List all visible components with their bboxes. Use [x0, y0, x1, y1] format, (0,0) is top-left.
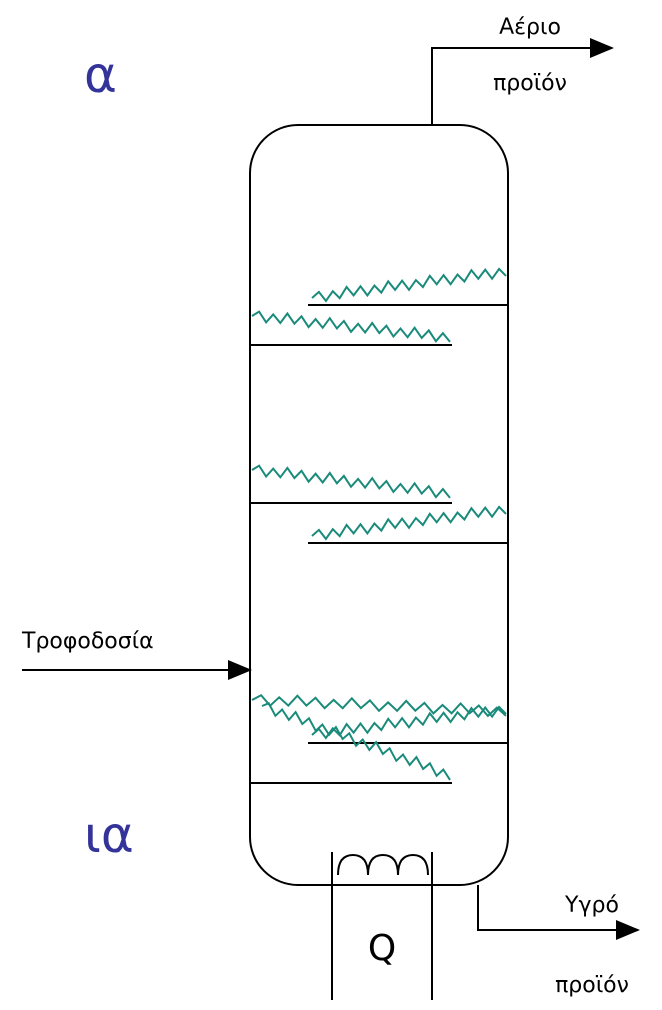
- wave: [261, 702, 451, 781]
- wave: [311, 505, 507, 541]
- gas-outlet: [431, 38, 614, 125]
- liquid-label: Υγρό: [564, 893, 619, 918]
- wave: [251, 464, 451, 499]
- heat-label: Q: [368, 928, 396, 969]
- wave: [251, 310, 451, 343]
- gas-label: προϊόν: [493, 71, 567, 96]
- trays: [250, 304, 508, 784]
- side-text: α: [84, 46, 117, 104]
- wave: [311, 267, 507, 303]
- column: [249, 124, 509, 886]
- wave: [251, 693, 507, 718]
- gas-label: Αέριο: [499, 15, 561, 40]
- feed-label: Τροφοδοσία: [21, 629, 154, 654]
- liquid-outlet: [477, 885, 640, 940]
- side-text: ια: [84, 806, 134, 864]
- liquid-label: προϊόν: [555, 973, 629, 998]
- liquid-waves: [251, 267, 507, 781]
- wave: [311, 705, 507, 740]
- reboiler-coil: [337, 853, 429, 876]
